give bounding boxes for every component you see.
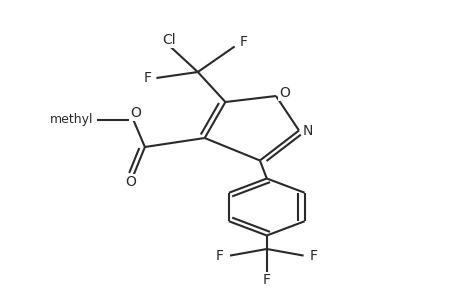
Text: F: F — [239, 35, 247, 49]
Text: F: F — [215, 249, 224, 262]
Text: methyl: methyl — [49, 113, 93, 126]
Text: F: F — [143, 71, 151, 85]
Text: O: O — [278, 86, 289, 100]
Text: Cl: Cl — [162, 34, 176, 47]
Text: O: O — [130, 106, 141, 120]
Text: F: F — [309, 249, 317, 262]
Text: N: N — [302, 124, 313, 138]
Text: F: F — [262, 273, 270, 287]
Text: O: O — [125, 175, 136, 188]
